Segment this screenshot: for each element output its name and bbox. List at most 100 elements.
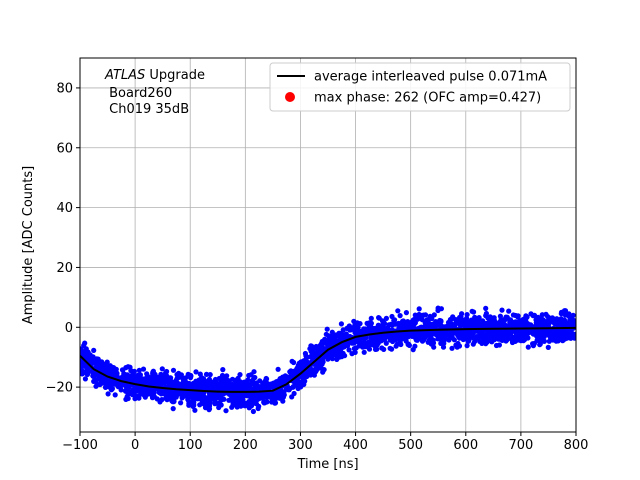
sample-point — [493, 342, 500, 349]
sample-point — [437, 333, 443, 339]
sample-point — [471, 309, 477, 315]
sample-point — [204, 380, 210, 386]
sample-point — [346, 324, 352, 330]
sample-point — [488, 334, 494, 340]
sample-point — [437, 317, 443, 324]
y-tick-label: 60 — [56, 141, 73, 156]
legend-max-phase-swatch — [285, 92, 295, 102]
sample-point — [374, 334, 380, 340]
sample-point — [169, 379, 175, 386]
sample-point — [455, 330, 462, 336]
sample-point — [562, 312, 568, 318]
sample-point — [267, 384, 273, 390]
sample-point — [94, 381, 100, 387]
sample-point — [545, 344, 551, 350]
sample-point — [82, 376, 88, 382]
sample-point — [275, 366, 281, 372]
sample-point — [452, 323, 458, 329]
y-tick-label: −20 — [46, 381, 73, 396]
sample-point — [91, 378, 97, 384]
sample-point — [513, 332, 520, 338]
sample-point — [301, 377, 307, 383]
sample-point — [102, 364, 108, 370]
sample-point — [193, 369, 199, 375]
sample-point — [459, 316, 465, 322]
sample-point — [94, 364, 101, 370]
sample-point — [465, 330, 471, 336]
sample-point — [281, 377, 287, 383]
sample-point — [255, 405, 261, 412]
sample-point — [403, 310, 409, 316]
sample-point — [409, 322, 415, 328]
sample-point — [464, 315, 470, 321]
sample-point — [141, 392, 147, 398]
sample-point — [123, 372, 129, 378]
sample-point — [213, 380, 219, 387]
sample-point — [162, 374, 168, 380]
sample-point — [368, 320, 374, 326]
sample-point — [550, 316, 556, 322]
sample-point — [376, 315, 382, 321]
sample-point — [510, 312, 516, 318]
sample-point — [562, 320, 569, 326]
sample-point — [178, 400, 184, 406]
sample-point — [170, 367, 177, 373]
sample-point — [135, 372, 141, 378]
sample-point — [357, 321, 363, 327]
sample-point — [499, 307, 505, 313]
sample-point — [198, 382, 204, 388]
sample-point — [175, 375, 181, 381]
sample-point — [322, 338, 328, 344]
sample-point — [111, 373, 118, 379]
sample-point — [203, 371, 210, 377]
sample-point — [461, 321, 467, 327]
sample-point — [289, 394, 295, 400]
sample-point — [515, 313, 521, 319]
sample-point — [224, 373, 230, 379]
sample-point — [325, 356, 331, 362]
sample-point — [297, 380, 303, 386]
sample-point — [156, 388, 162, 394]
sample-point — [522, 328, 528, 334]
sample-point — [115, 380, 121, 386]
sample-point — [540, 322, 546, 328]
sample-point — [150, 371, 156, 377]
sample-point — [229, 384, 235, 390]
sample-point — [355, 324, 361, 331]
sample-point — [99, 377, 105, 383]
x-axis: −100 0 100 200 300 400 500 600 700 800 — [62, 432, 588, 453]
sample-point — [412, 343, 418, 349]
sample-point — [207, 372, 213, 378]
sample-point — [229, 393, 235, 399]
sample-point — [343, 331, 349, 337]
sample-point — [391, 317, 397, 324]
sample-point — [82, 340, 88, 346]
sample-point — [398, 341, 404, 348]
sample-point — [389, 322, 395, 328]
sample-point — [272, 400, 278, 406]
sample-point — [89, 356, 95, 362]
sample-point — [295, 368, 301, 374]
sample-point — [280, 398, 286, 404]
sample-point — [555, 322, 561, 328]
sample-point — [83, 350, 89, 356]
sample-point — [412, 333, 418, 339]
sample-point — [483, 305, 489, 311]
sample-point — [162, 380, 168, 386]
sample-point — [128, 368, 134, 374]
atlas-annotation: ATLAS Upgrade Board260 Ch019 35dB — [104, 68, 205, 117]
sample-point — [388, 332, 394, 338]
sample-point — [361, 349, 367, 355]
sample-point — [360, 343, 366, 349]
sample-point — [499, 317, 505, 323]
sample-point — [246, 399, 252, 405]
sample-point — [397, 313, 403, 319]
sample-point — [385, 325, 391, 331]
legend-max-phase-label: max phase: 262 (OFC amp=0.427) — [314, 91, 541, 106]
sample-point — [459, 311, 465, 317]
sample-point — [424, 332, 430, 338]
sample-point — [326, 333, 332, 339]
sample-point — [379, 345, 385, 351]
sample-point — [191, 394, 198, 400]
